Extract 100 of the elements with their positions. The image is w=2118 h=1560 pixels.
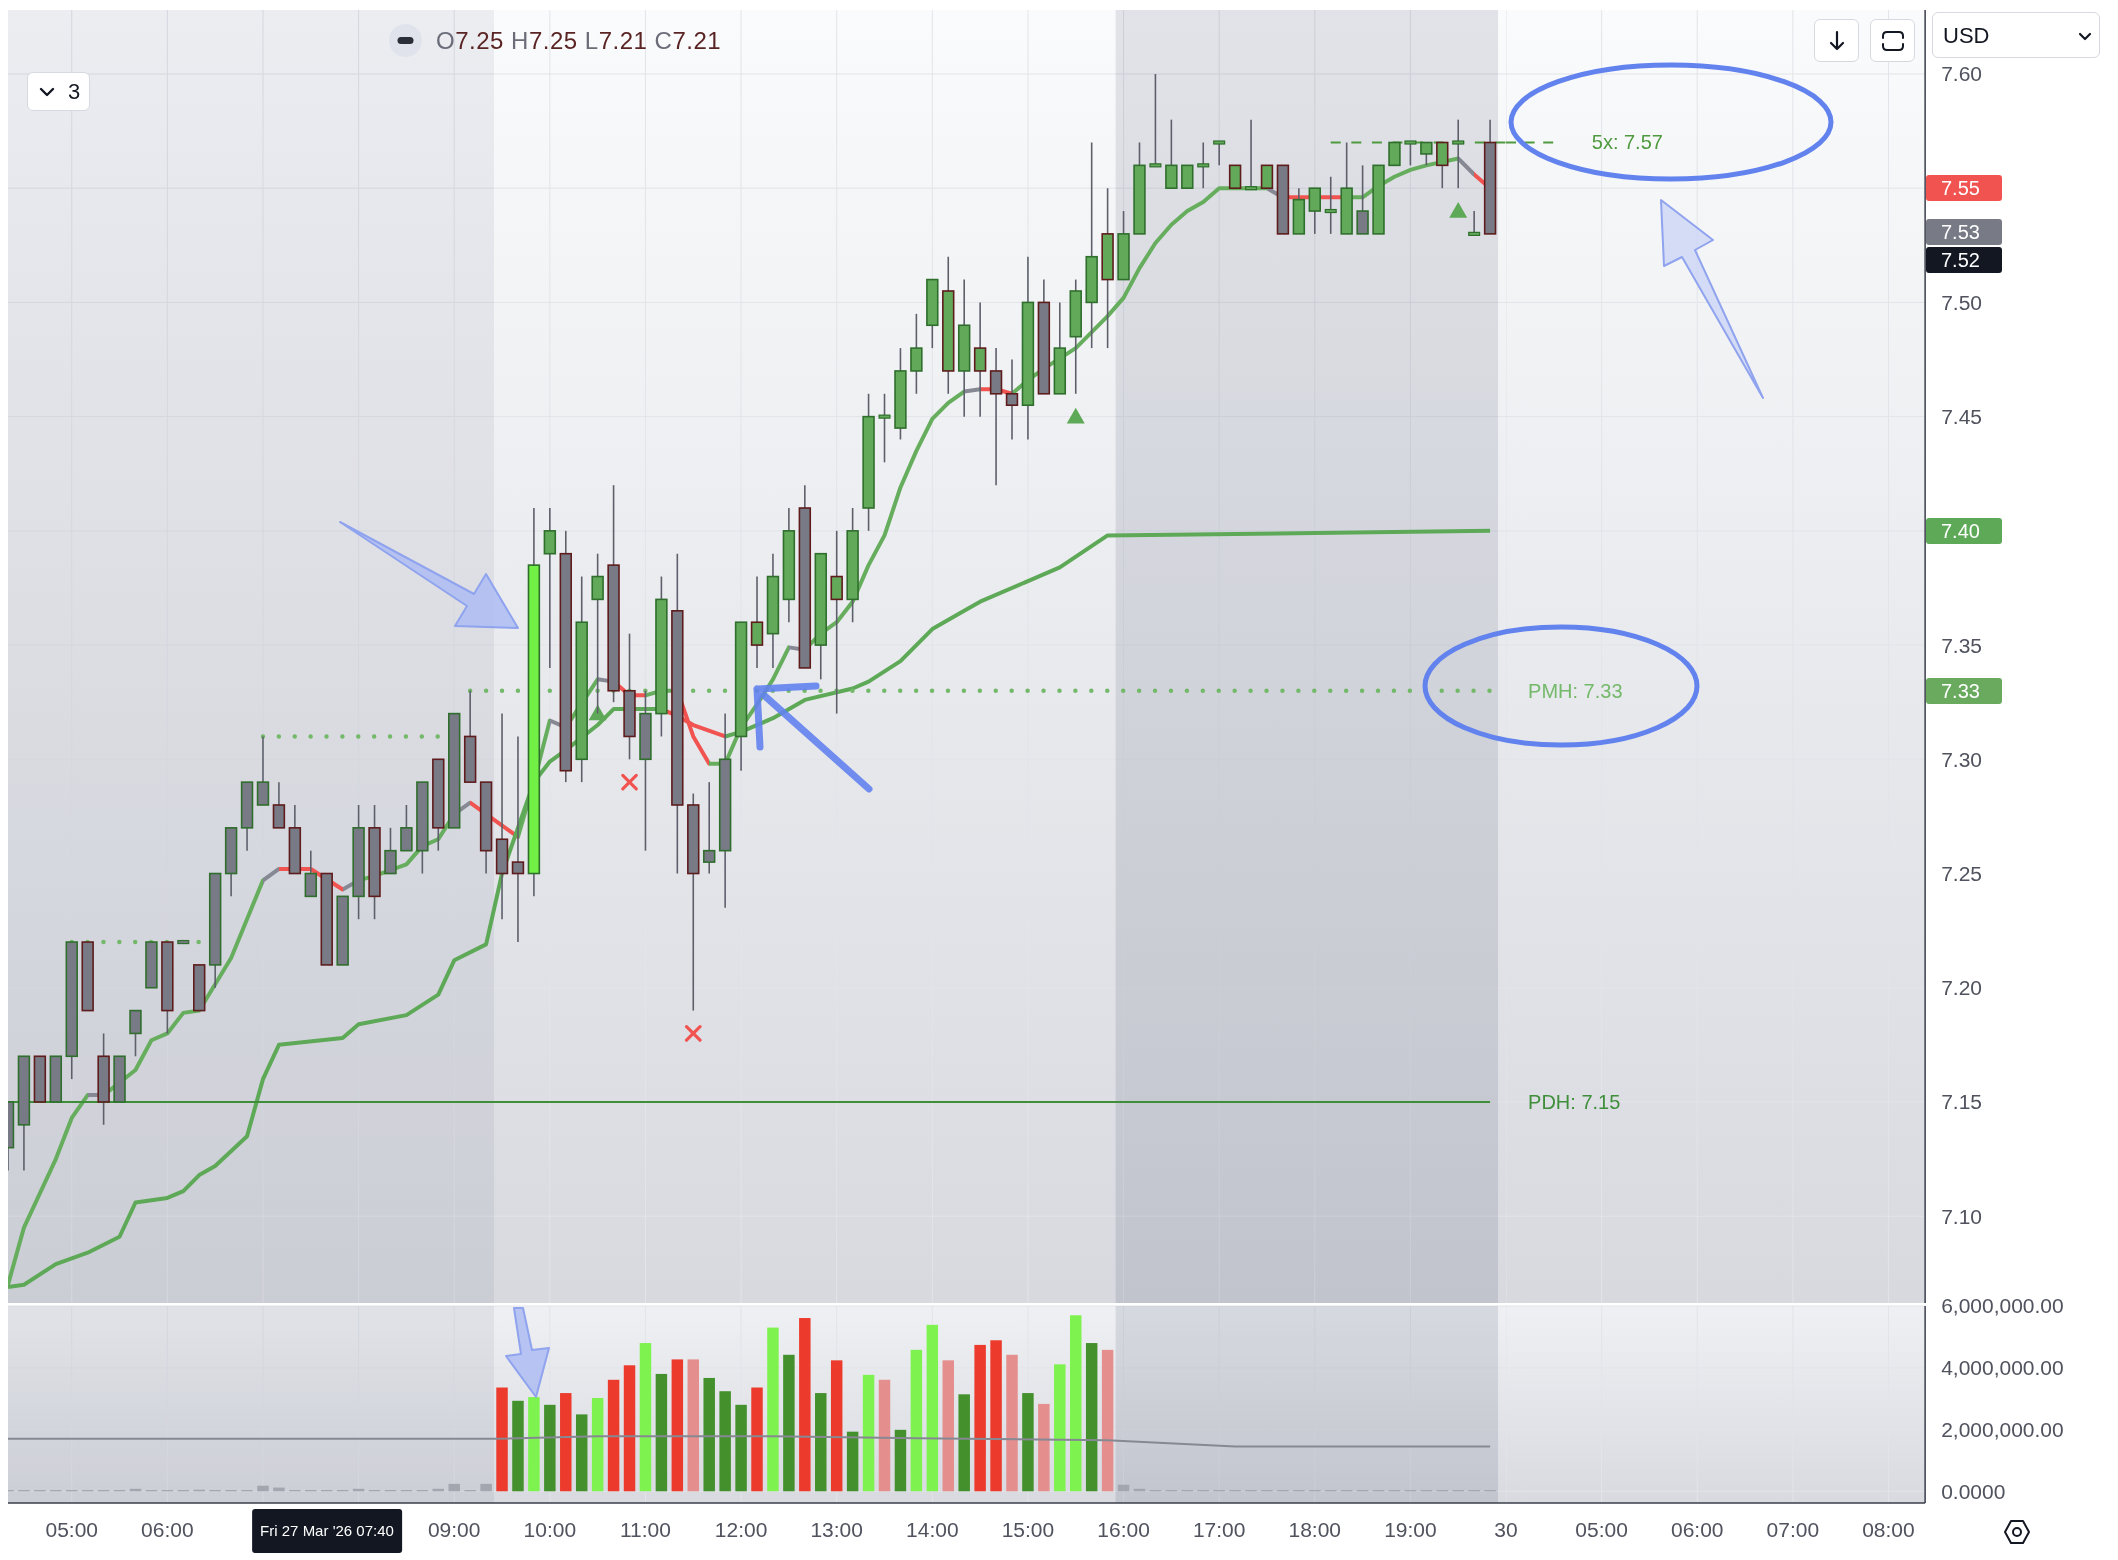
y-tick-label: 7.25 — [1941, 861, 1982, 885]
bar — [607, 1379, 620, 1492]
candlestick — [384, 827, 397, 875]
candlestick — [304, 849, 318, 898]
candlestick — [750, 575, 764, 669]
y-tick-label: 7.50 — [1941, 290, 1982, 314]
candlestick — [400, 804, 413, 852]
y-tick-label: 7.20 — [1941, 976, 1982, 1000]
x-tick-label: 17:00 — [1192, 1517, 1246, 1541]
bar — [751, 1387, 763, 1492]
text: 7.40 — [1926, 518, 2002, 544]
bar — [990, 1340, 1002, 1492]
bar — [1022, 1393, 1034, 1492]
x-tick-label: 09:00 — [427, 1517, 481, 1541]
candlestick — [129, 1009, 142, 1058]
y-tick-label: 0.0000 — [1941, 1479, 2006, 1503]
candlestick — [1149, 73, 1162, 168]
point — [1449, 202, 1468, 218]
candlestick — [1197, 141, 1210, 189]
x-tick-label: 05:00 — [1575, 1517, 1628, 1541]
bar — [958, 1394, 970, 1492]
candlestick — [272, 781, 286, 829]
candlestick — [1213, 140, 1226, 167]
candlestick — [830, 530, 843, 715]
x-tick-label: 16:00 — [1097, 1517, 1150, 1541]
x-tick-label: 07:00 — [1766, 1517, 1820, 1541]
bar — [1070, 1315, 1082, 1492]
text: 7.53 — [1926, 219, 2002, 245]
x-tick-label: 11:00 — [619, 1517, 671, 1541]
text: Fri 27 Mar '26 07:40 — [252, 1509, 402, 1553]
bar — [448, 1483, 460, 1492]
bar — [544, 1404, 556, 1492]
bar — [878, 1379, 891, 1492]
x-tick-label: 06:00 — [1671, 1517, 1724, 1541]
candlestick — [1165, 118, 1178, 189]
candlestick — [1260, 164, 1274, 189]
candlestick — [878, 392, 891, 464]
y-tick-label: 6,000,000.00 — [1941, 1294, 2064, 1318]
series-label: 5x: 7.57 — [1591, 131, 1663, 154]
candlestick — [702, 781, 716, 875]
candlestick — [543, 507, 557, 669]
bar — [942, 1360, 954, 1492]
bar — [1038, 1403, 1050, 1492]
bar — [1054, 1364, 1066, 1492]
bar — [591, 1398, 604, 1492]
y-tick-label: 2,000,000.00 — [1941, 1417, 2064, 1441]
bar — [623, 1365, 636, 1492]
y-tick-label: 4,000,000.00 — [1941, 1356, 2064, 1380]
y-tick-label: 7.45 — [1941, 405, 1982, 429]
bar — [799, 1318, 811, 1492]
x-tick-label: 14:00 — [906, 1517, 959, 1541]
candlestick — [1388, 141, 1401, 167]
y-tick-label: 7.10 — [1941, 1204, 1982, 1228]
candlestick — [1245, 118, 1258, 191]
bar — [703, 1377, 715, 1492]
candlestick — [1181, 164, 1194, 189]
candlestick — [1468, 210, 1481, 236]
y-tick-label: 7.60 — [1941, 62, 1982, 86]
candlestick — [1228, 164, 1242, 189]
x-tick-label: 12:00 — [714, 1517, 768, 1541]
x-tick-label: 06:00 — [141, 1517, 194, 1541]
x-tick-label: 05:00 — [45, 1517, 98, 1541]
series-label: PDH: 7.15 — [1528, 1090, 1621, 1113]
bar — [926, 1324, 939, 1492]
toggle-button: 3 — [27, 72, 90, 111]
x-tick-label: 10:00 — [523, 1517, 577, 1541]
candlestick — [1356, 164, 1369, 235]
bar — [830, 1360, 843, 1492]
bar — [910, 1349, 923, 1492]
bar — [1101, 1349, 1114, 1492]
bar — [671, 1359, 684, 1492]
point — [684, 1025, 702, 1042]
x-tick-label: 15:00 — [1001, 1517, 1055, 1541]
bar — [639, 1343, 652, 1492]
text: 7.33 — [1926, 678, 2002, 704]
candlestick — [1404, 140, 1417, 167]
x-tick-label: 13:00 — [810, 1517, 863, 1541]
point — [621, 773, 638, 791]
candlestick — [1308, 187, 1322, 235]
bar — [1006, 1354, 1018, 1492]
bar — [974, 1344, 986, 1492]
bar — [894, 1429, 907, 1492]
bar — [862, 1374, 875, 1492]
series-label: PMH: 7.33 — [1528, 679, 1623, 702]
bar — [767, 1327, 779, 1492]
candlestick — [1324, 175, 1337, 235]
bar — [655, 1373, 668, 1492]
point — [1066, 407, 1085, 424]
bar — [687, 1359, 700, 1492]
text: 7.52 — [1926, 247, 2002, 273]
dropdown: USD — [1932, 12, 2100, 58]
bar — [575, 1414, 588, 1492]
candlestick — [511, 735, 525, 943]
x-tick-label: 08:00 — [1862, 1517, 1915, 1541]
bar — [528, 1397, 540, 1492]
bar — [719, 1391, 731, 1492]
candlestick — [1005, 358, 1019, 441]
bar — [560, 1393, 572, 1492]
candlestick — [989, 347, 1003, 486]
candlestick — [256, 735, 270, 806]
